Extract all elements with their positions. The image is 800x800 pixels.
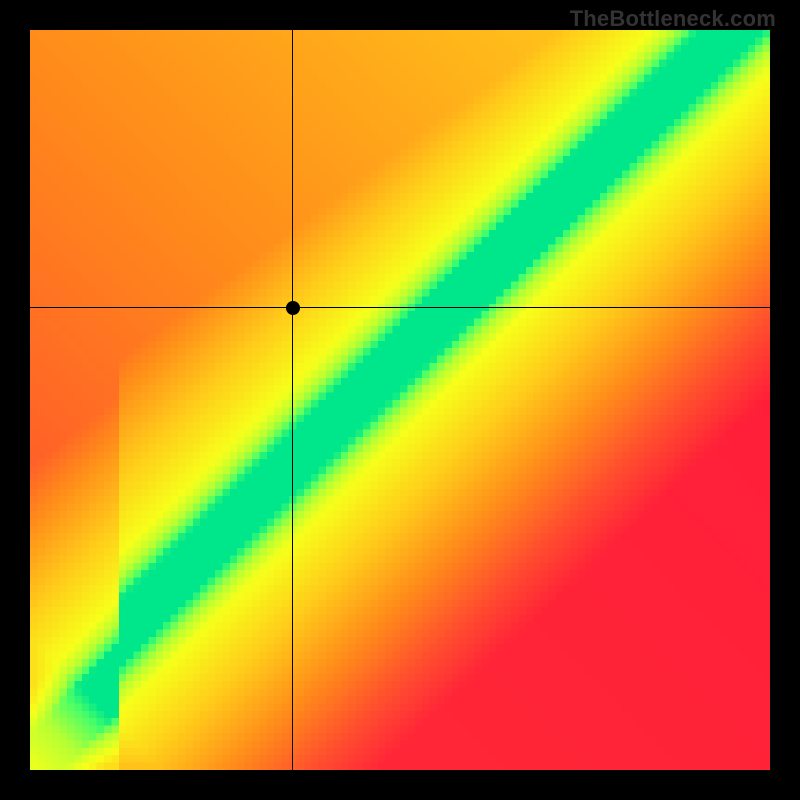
crosshair-vertical [292,30,293,770]
heatmap-canvas [30,30,770,770]
crosshair-horizontal [30,307,770,308]
watermark-text: TheBottleneck.com [570,6,776,32]
selected-data-point [286,301,300,315]
chart-frame [0,0,800,800]
heatmap-plot [30,30,770,770]
